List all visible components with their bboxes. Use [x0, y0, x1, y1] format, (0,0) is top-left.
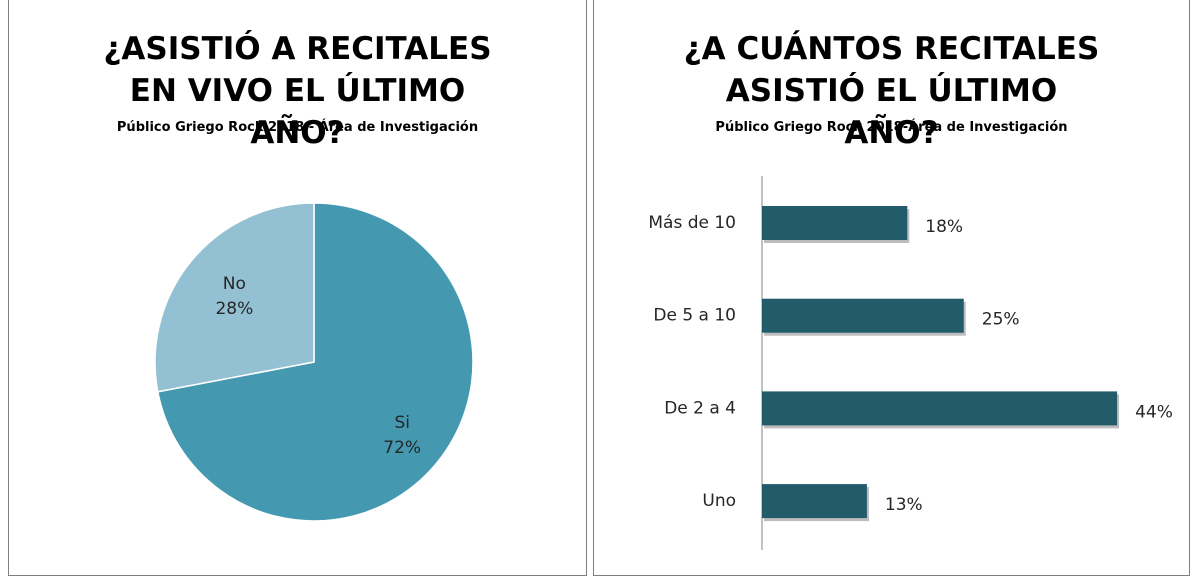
bar [762, 206, 908, 240]
pie-panel: ¿ASISTIÓ A RECITALES EN VIVO EL ÚLTIMO A… [8, 0, 587, 576]
y-tick-label: Uno [702, 491, 736, 511]
chart: Si 72% No 28% [154, 202, 474, 522]
pie-slice [156, 202, 474, 522]
slice-label: Si [394, 413, 410, 433]
pie-slice [154, 202, 315, 393]
chart-title: ¿ASISTIÓ A RECITALES EN VIVO EL ÚLTIMO A… [103, 31, 492, 151]
y-tick-label: Más de 10 [648, 213, 736, 233]
value-label: 18% [925, 217, 963, 237]
bar [762, 484, 867, 519]
bar [762, 298, 964, 333]
chart-title: ¿A CUÁNTOS RECITALES ASISTIÓ EL ÚLTIMO A… [683, 31, 1100, 151]
value-label: 25% [982, 310, 1020, 330]
slice-value-label: 28% [215, 299, 253, 319]
value-label: 13% [885, 495, 923, 515]
slice-value-label: 72% [383, 438, 421, 458]
value-label: 44% [1135, 402, 1173, 422]
bar [762, 391, 1118, 426]
chart-subtitle: Público Griego Rock 2018 - Área de Inves… [116, 120, 479, 135]
slice-label: No [223, 274, 246, 294]
y-tick-label: De 5 a 10 [653, 306, 736, 326]
chart-subtitle: Público Griego Rock 2018-Área de Investi… [715, 120, 1068, 135]
chart: Más de 10 18% De 5 a 10 25% De 2 a 4 44% Uno 13… [648, 176, 1173, 550]
bar-panel: ¿A CUÁNTOS RECITALES ASISTIÓ EL ÚLTIMO A… [593, 0, 1190, 576]
y-tick-label: De 2 a 4 [664, 398, 736, 418]
